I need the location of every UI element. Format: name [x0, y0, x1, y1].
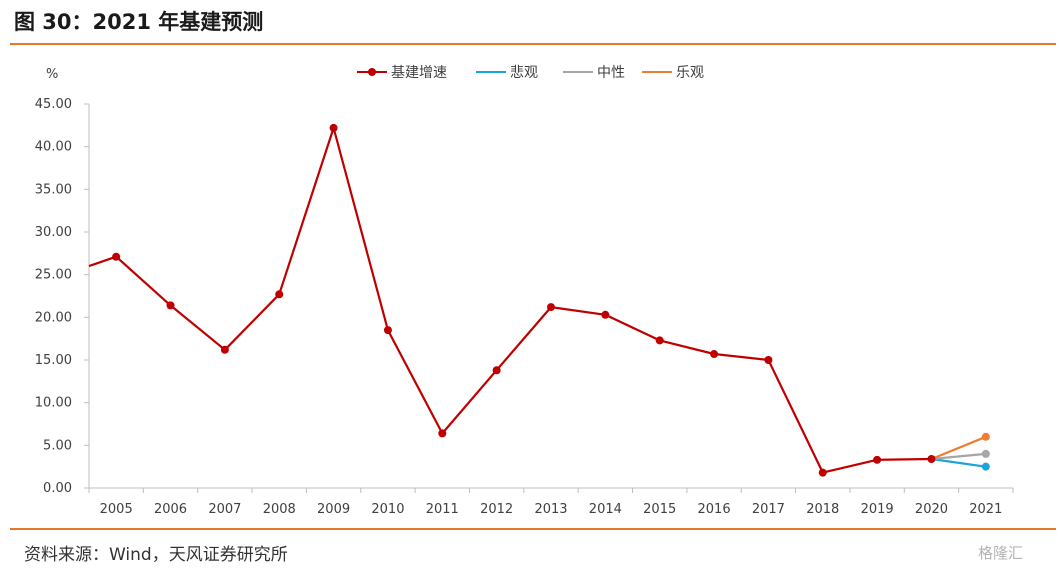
data-point: [981, 449, 990, 458]
y-axis: 0.00 5.00 10.00 15.00 20.00 25.00 30.00 35.00 40…: [35, 97, 90, 496]
footer-divider: [10, 528, 1056, 530]
legend-item-2: 中性: [563, 65, 625, 81]
data-point: [220, 345, 229, 354]
x-axis: 2005 2006 2007 2008 2009 2010 2011 2012 2013 2014…: [88, 487, 1014, 517]
data-point: [927, 454, 936, 463]
y-tick-label: 0.00: [43, 481, 72, 496]
series-line-0: [88, 126, 932, 474]
y-tick-label: 5.00: [43, 438, 72, 453]
y-axis-unit-label: %: [46, 67, 58, 82]
x-tick-label: 2015: [643, 502, 676, 517]
x-tick-label: 2017: [752, 502, 785, 517]
x-tick-label: 2021: [969, 502, 1002, 517]
y-tick-label: 25.00: [35, 268, 72, 283]
x-tick-label: 2011: [426, 502, 459, 517]
series-line-2: [931, 452, 986, 461]
data-point: [764, 356, 773, 364]
legend-label: 基建增速: [391, 64, 447, 81]
data-point: [710, 350, 719, 359]
data-point: [981, 432, 990, 441]
legend-item-0: 基建增速: [357, 64, 447, 81]
x-tick-label: 2016: [698, 502, 731, 517]
data-point: [547, 303, 555, 312]
x-tick-label: 2007: [208, 502, 241, 517]
x-tick-label: 2019: [861, 502, 894, 517]
y-tick-label: 30.00: [35, 225, 72, 240]
watermark-logo: 格隆汇: [978, 544, 1024, 562]
source-note: 资料来源：Wind，天风证券研究所: [24, 545, 288, 565]
data-point: [112, 252, 121, 261]
line-chart: % 0.00 5.00 10.00 15.00 20.00 25.00 30.00 35.00…: [35, 64, 1014, 517]
legend-item-1: 悲观: [476, 64, 538, 81]
data-point: [329, 123, 338, 132]
data-point: [383, 326, 392, 335]
legend-label: 乐观: [676, 65, 704, 81]
y-tick-label: 10.00: [35, 396, 72, 411]
legend-item-3: 乐观: [642, 65, 704, 81]
data-point: [438, 429, 447, 438]
x-tick-label: 2014: [589, 502, 622, 517]
title-divider: [10, 43, 1056, 45]
data-point: [275, 290, 284, 299]
series-line-3: [931, 435, 987, 461]
y-tick-label: 35.00: [35, 182, 72, 197]
chart-title: 图 30：2021 年基建预测: [14, 10, 264, 34]
x-tick-label: 2009: [317, 502, 350, 517]
x-tick-label: 2013: [534, 502, 567, 517]
y-tick-label: 40.00: [35, 140, 72, 155]
y-tick-label: 45.00: [35, 97, 72, 112]
x-tick-label: 2008: [263, 502, 296, 517]
x-tick-label: 2020: [915, 502, 948, 517]
x-tick-label: 2010: [371, 502, 404, 517]
series-line-1: [931, 457, 986, 468]
legend-label: 中性: [597, 65, 625, 81]
x-tick-label: 2018: [806, 502, 839, 517]
series-layer: [88, 123, 990, 477]
data-point: [492, 366, 501, 375]
data-point: [166, 301, 175, 310]
data-point: [655, 336, 664, 345]
data-point: [601, 310, 610, 319]
data-point: [818, 468, 827, 477]
legend-label: 悲观: [510, 64, 538, 81]
x-tick-label: 2012: [480, 502, 513, 517]
x-tick-label: 2005: [100, 502, 133, 517]
legend: 基建增速 悲观 中性 乐观: [357, 64, 704, 81]
x-tick-label: 2006: [154, 502, 187, 517]
data-point: [873, 455, 882, 464]
legend-marker: [368, 68, 376, 76]
data-point: [981, 462, 990, 471]
y-tick-label: 20.00: [35, 310, 72, 325]
y-tick-label: 15.00: [35, 353, 72, 368]
